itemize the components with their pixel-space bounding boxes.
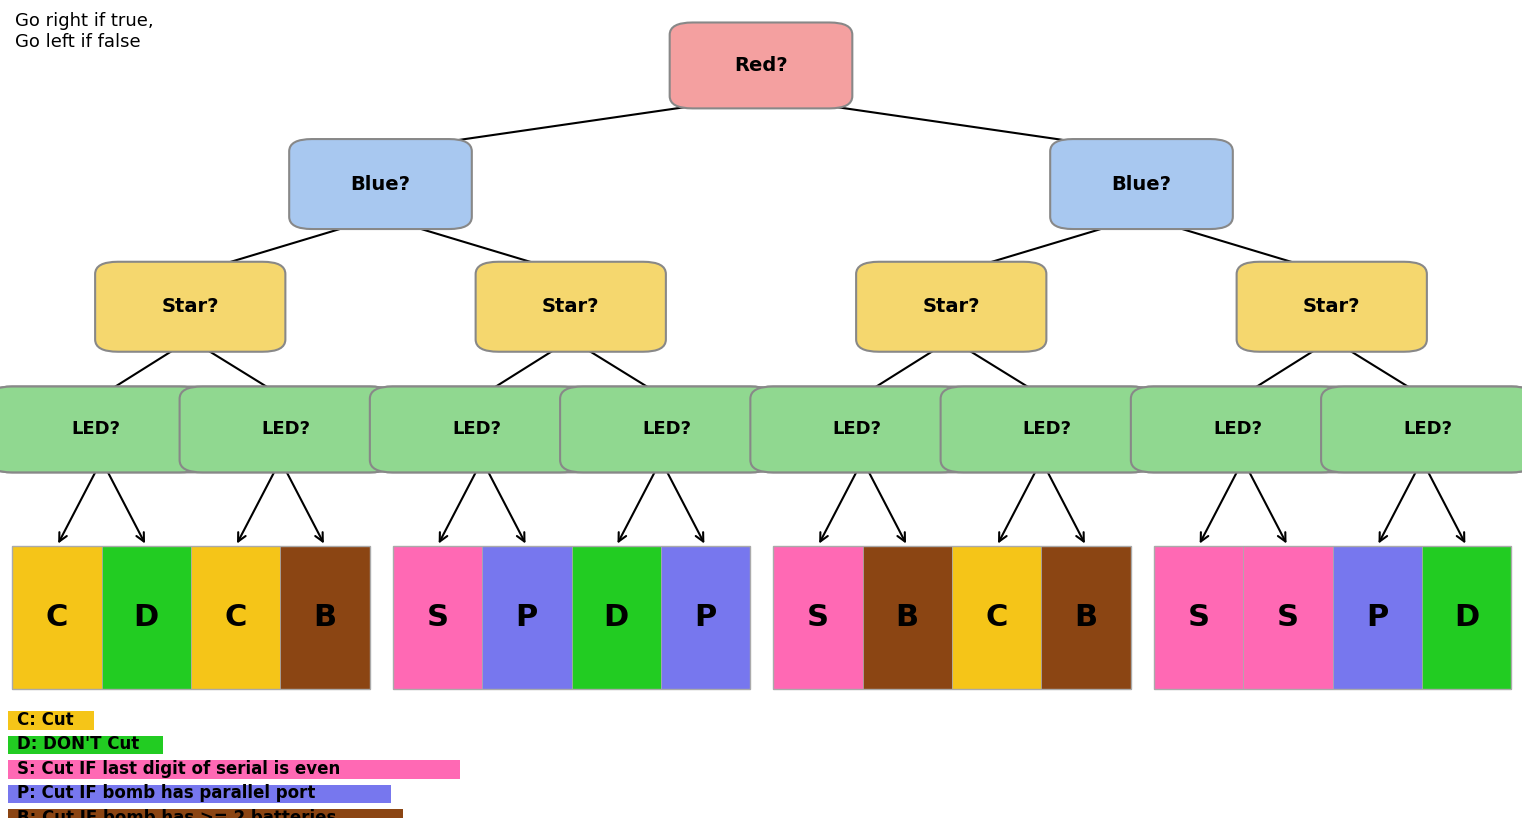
FancyBboxPatch shape: [661, 546, 750, 689]
FancyBboxPatch shape: [94, 262, 286, 352]
Text: C: C: [225, 603, 247, 632]
FancyBboxPatch shape: [855, 262, 1047, 352]
Text: D: D: [1454, 603, 1479, 632]
Text: S: S: [807, 603, 829, 632]
FancyBboxPatch shape: [0, 387, 202, 473]
Text: Star?: Star?: [922, 297, 980, 317]
FancyBboxPatch shape: [1236, 262, 1428, 352]
FancyBboxPatch shape: [8, 761, 460, 779]
Text: LED?: LED?: [262, 420, 310, 438]
Text: Blue?: Blue?: [1111, 174, 1172, 194]
FancyBboxPatch shape: [670, 22, 852, 108]
Text: Red?: Red?: [734, 56, 788, 75]
FancyBboxPatch shape: [1041, 546, 1131, 689]
Text: Star?: Star?: [161, 297, 219, 317]
Text: LED?: LED?: [1023, 420, 1071, 438]
FancyBboxPatch shape: [12, 546, 102, 689]
Text: B: Cut IF bomb has >= 2 batteries: B: Cut IF bomb has >= 2 batteries: [17, 809, 336, 818]
FancyBboxPatch shape: [953, 546, 1041, 689]
FancyBboxPatch shape: [773, 546, 863, 689]
Text: S: S: [426, 603, 449, 632]
Text: S: S: [1277, 603, 1298, 632]
FancyBboxPatch shape: [560, 387, 773, 473]
Text: Star?: Star?: [542, 297, 600, 317]
FancyBboxPatch shape: [1131, 387, 1344, 473]
FancyBboxPatch shape: [1243, 546, 1333, 689]
Text: S: Cut IF last digit of serial is even: S: Cut IF last digit of serial is even: [17, 760, 339, 778]
FancyBboxPatch shape: [8, 785, 391, 803]
FancyBboxPatch shape: [180, 387, 393, 473]
Text: C: Cut: C: Cut: [17, 711, 73, 729]
FancyBboxPatch shape: [192, 546, 280, 689]
Text: LED?: LED?: [72, 420, 120, 438]
FancyBboxPatch shape: [102, 546, 192, 689]
Text: B: B: [1075, 603, 1097, 632]
Text: C: C: [46, 603, 68, 632]
Text: LED?: LED?: [1403, 420, 1452, 438]
FancyBboxPatch shape: [8, 736, 163, 754]
FancyBboxPatch shape: [393, 546, 482, 689]
FancyBboxPatch shape: [1131, 387, 1522, 473]
Text: Star?: Star?: [1303, 297, 1361, 317]
Text: D: DON'T Cut: D: DON'T Cut: [17, 735, 139, 753]
Text: P: P: [516, 603, 537, 632]
FancyBboxPatch shape: [750, 387, 1154, 473]
FancyBboxPatch shape: [370, 387, 583, 473]
FancyBboxPatch shape: [482, 546, 572, 689]
Text: LED?: LED?: [1213, 420, 1262, 438]
Text: P: P: [694, 603, 717, 632]
Text: P: P: [1367, 603, 1388, 632]
FancyBboxPatch shape: [475, 262, 667, 352]
FancyBboxPatch shape: [1422, 546, 1511, 689]
Text: S: S: [1187, 603, 1210, 632]
Text: D: D: [604, 603, 629, 632]
Text: Go right if true,
Go left if false: Go right if true, Go left if false: [15, 12, 154, 51]
FancyBboxPatch shape: [941, 387, 1154, 473]
Text: D: D: [134, 603, 158, 632]
Text: C: C: [986, 603, 1008, 632]
FancyBboxPatch shape: [1050, 139, 1233, 229]
Text: Blue?: Blue?: [350, 174, 411, 194]
Text: LED?: LED?: [452, 420, 501, 438]
FancyBboxPatch shape: [8, 810, 402, 818]
Text: B: B: [896, 603, 919, 632]
FancyBboxPatch shape: [0, 387, 393, 473]
FancyBboxPatch shape: [572, 546, 661, 689]
FancyBboxPatch shape: [1154, 546, 1243, 689]
FancyBboxPatch shape: [1333, 546, 1422, 689]
FancyBboxPatch shape: [750, 387, 963, 473]
FancyBboxPatch shape: [1321, 387, 1522, 473]
Text: LED?: LED?: [833, 420, 881, 438]
FancyBboxPatch shape: [280, 546, 370, 689]
FancyBboxPatch shape: [289, 139, 472, 229]
Text: LED?: LED?: [642, 420, 691, 438]
Text: P: Cut IF bomb has parallel port: P: Cut IF bomb has parallel port: [17, 784, 315, 802]
FancyBboxPatch shape: [370, 387, 773, 473]
FancyBboxPatch shape: [863, 546, 953, 689]
FancyBboxPatch shape: [8, 711, 94, 730]
Text: B: B: [314, 603, 336, 632]
